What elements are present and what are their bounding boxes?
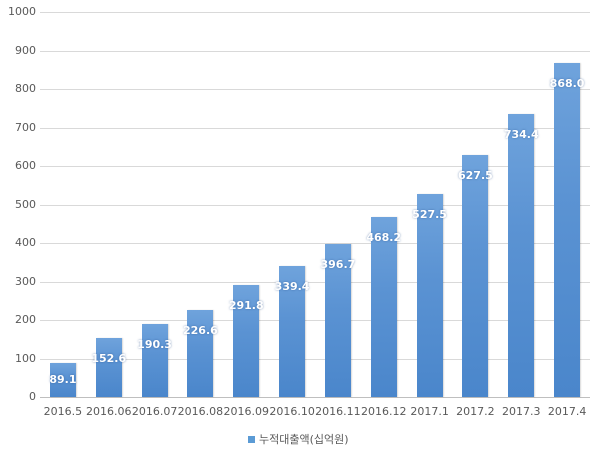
x-tick-label: 2017.4 (547, 405, 587, 418)
legend: 누적대출액(십억원) (248, 431, 349, 447)
bar (554, 62, 581, 397)
bar-value-label: 89.1 (49, 372, 77, 386)
y-tick-label: 500 (15, 198, 36, 211)
x-tick-label: 2016.10 (269, 405, 315, 418)
y-tick-label: 700 (15, 121, 36, 134)
bar (95, 338, 122, 397)
x-tick-label: 2016.09 (223, 405, 270, 418)
bar-value-label: 152.6 (91, 352, 127, 366)
bar (49, 362, 76, 397)
bar-value-label: 190.3 (137, 337, 172, 351)
y-tick-label: 400 (15, 236, 36, 249)
x-tick-label: 2016.12 (361, 405, 407, 418)
gridline (40, 128, 590, 129)
bar (233, 284, 260, 397)
bar-value-label: 734.4 (503, 128, 539, 142)
gridline (40, 205, 590, 206)
bar-value-label: 396.7 (320, 258, 356, 272)
y-tick-label: 600 (15, 159, 36, 172)
bar (370, 216, 397, 397)
y-tick-label: 0 (29, 390, 36, 403)
bar (187, 309, 214, 397)
x-tick-label: 2016.11 (315, 405, 361, 418)
legend-swatch-icon (248, 435, 255, 443)
bar-value-label: 468.2 (366, 230, 402, 244)
bar (324, 244, 351, 397)
bar (279, 266, 306, 397)
bar-value-label: 291.8 (228, 298, 264, 312)
y-tick-label: 200 (15, 313, 36, 326)
y-tick-label: 1000 (8, 5, 36, 18)
gridline (40, 320, 590, 321)
legend-label: 누적대출액(십억원) (259, 433, 349, 446)
x-tick-label: 2016.5 (43, 405, 83, 418)
bar-value-label: 627.5 (458, 169, 493, 183)
gridline (40, 12, 590, 13)
gridline (40, 282, 590, 283)
bar (462, 155, 489, 397)
y-tick-label: 300 (15, 275, 36, 288)
x-tick-label: 2017.2 (456, 405, 495, 418)
bar (508, 114, 535, 397)
x-tick-label: 2017.3 (502, 405, 541, 418)
bar (141, 323, 168, 397)
gridline (40, 243, 590, 244)
bar-value-label: 868.0 (549, 76, 585, 90)
gridline (40, 166, 590, 167)
x-tick-label: 2017.1 (410, 405, 449, 418)
bar-value-label: 226.6 (183, 323, 218, 337)
y-tick-label: 100 (15, 352, 36, 365)
gridline (40, 397, 590, 398)
gridline (40, 51, 590, 52)
bar-value-label: 339.4 (274, 280, 310, 294)
gridline (40, 359, 590, 360)
gridline (40, 89, 590, 90)
y-tick-label: 900 (15, 44, 36, 57)
x-tick-label: 2016.06 (86, 405, 132, 418)
x-tick-label: 2016.07 (131, 405, 178, 418)
y-tick-label: 800 (15, 82, 36, 95)
bar-value-label: 527.5 (412, 207, 447, 221)
x-tick-label: 2016.08 (177, 405, 224, 418)
bar (416, 193, 443, 397)
